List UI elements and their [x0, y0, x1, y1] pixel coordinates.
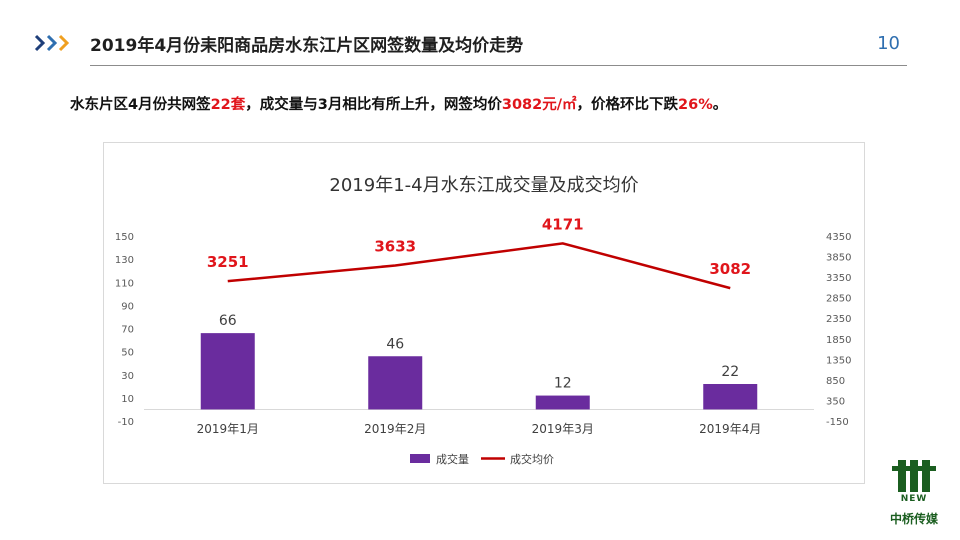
- bar-data-label: 12: [554, 376, 572, 392]
- bar: [368, 356, 423, 410]
- bar: [703, 384, 758, 410]
- y-right-tick-label: 3350: [826, 273, 851, 284]
- zhongqiao-logo-icon: [892, 460, 936, 492]
- y-left-tick-label: 130: [115, 255, 134, 266]
- summary-part3: ，价格环比下跌: [576, 97, 679, 113]
- x-tick-label: 2019年3月: [532, 422, 594, 436]
- y-left-tick-label: 50: [121, 348, 134, 359]
- combo-chart: 2019年1-4月水东江成交量及成交均价 -10 10 30 50 70 90 110 130 1…: [115, 175, 852, 466]
- y-right-tick-label: 1850: [826, 335, 851, 346]
- header-divider: [90, 65, 907, 66]
- y-right-tick-label: 850: [826, 376, 845, 387]
- y-left-tick-label: 70: [121, 325, 134, 336]
- page-title: 2019年4月份耒阳商品房水东江片区网签数量及均价走势: [90, 36, 524, 56]
- summary-part2: ，成交量与3月相比有所上升，网签均价: [245, 97, 502, 113]
- y-right-tick-label: 2850: [826, 294, 851, 305]
- line-data-label: 3082: [709, 260, 751, 278]
- price-line: [227, 242, 731, 290]
- y-left-tick-label: 110: [115, 278, 134, 289]
- chevron-arrows-icon: [34, 34, 70, 52]
- x-tick-label: 2019年1月: [197, 422, 259, 436]
- bar-data-label: 22: [721, 364, 739, 380]
- line-data-label: 3633: [374, 237, 416, 255]
- summary-sets: 22套: [210, 97, 246, 113]
- y-right-tick-label: 350: [826, 396, 845, 407]
- y-right-tick-label: 4350: [826, 232, 851, 243]
- line-data-label: 3251: [207, 253, 249, 271]
- y-left-tick-label: 30: [121, 371, 134, 382]
- bar-data-label: 46: [386, 336, 404, 352]
- legend-bar-swatch: [410, 454, 430, 463]
- y-left-tick-label: 10: [121, 394, 134, 405]
- line-data-label: 4171: [542, 215, 584, 233]
- summary-part1: 水东片区4月份共网签: [70, 97, 211, 113]
- chart-title: 2019年1-4月水东江成交量及成交均价: [329, 175, 638, 196]
- y-right-tick-label: 2350: [826, 314, 851, 325]
- y-right-tick-label: -150: [826, 417, 849, 428]
- y-left-tick-label: 150: [115, 232, 134, 243]
- logo-brand: 中桥传媒: [889, 512, 938, 526]
- bar: [535, 395, 590, 410]
- legend-bar-label: 成交量: [436, 452, 469, 466]
- y-right-tick-label: 1350: [826, 355, 851, 366]
- summary-text: 水东片区4月份共网签22套，成交量与3月相比有所上升，网签均价3082元/㎡，价…: [70, 93, 727, 114]
- logo-tag: NEW: [900, 494, 928, 504]
- y-left-tick-label: 90: [121, 301, 134, 312]
- y-left-tick-label: -10: [118, 417, 134, 428]
- y-right-tick-label: 3850: [826, 253, 851, 264]
- x-tick-label: 2019年2月: [364, 422, 426, 436]
- bar: [200, 333, 255, 410]
- chart-frame: 2019年1-4月水东江成交量及成交均价 -10 10 30 50 70 90 110 130 1…: [103, 142, 865, 484]
- x-tick-label: 2019年4月: [699, 422, 761, 436]
- bar-data-label: 66: [219, 313, 237, 329]
- page-number: 10: [877, 33, 900, 54]
- summary-price: 3082元/㎡: [501, 97, 577, 113]
- summary-part4: 。: [712, 97, 728, 113]
- legend-line-label: 成交均价: [510, 452, 554, 466]
- summary-drop: 26%: [678, 97, 713, 113]
